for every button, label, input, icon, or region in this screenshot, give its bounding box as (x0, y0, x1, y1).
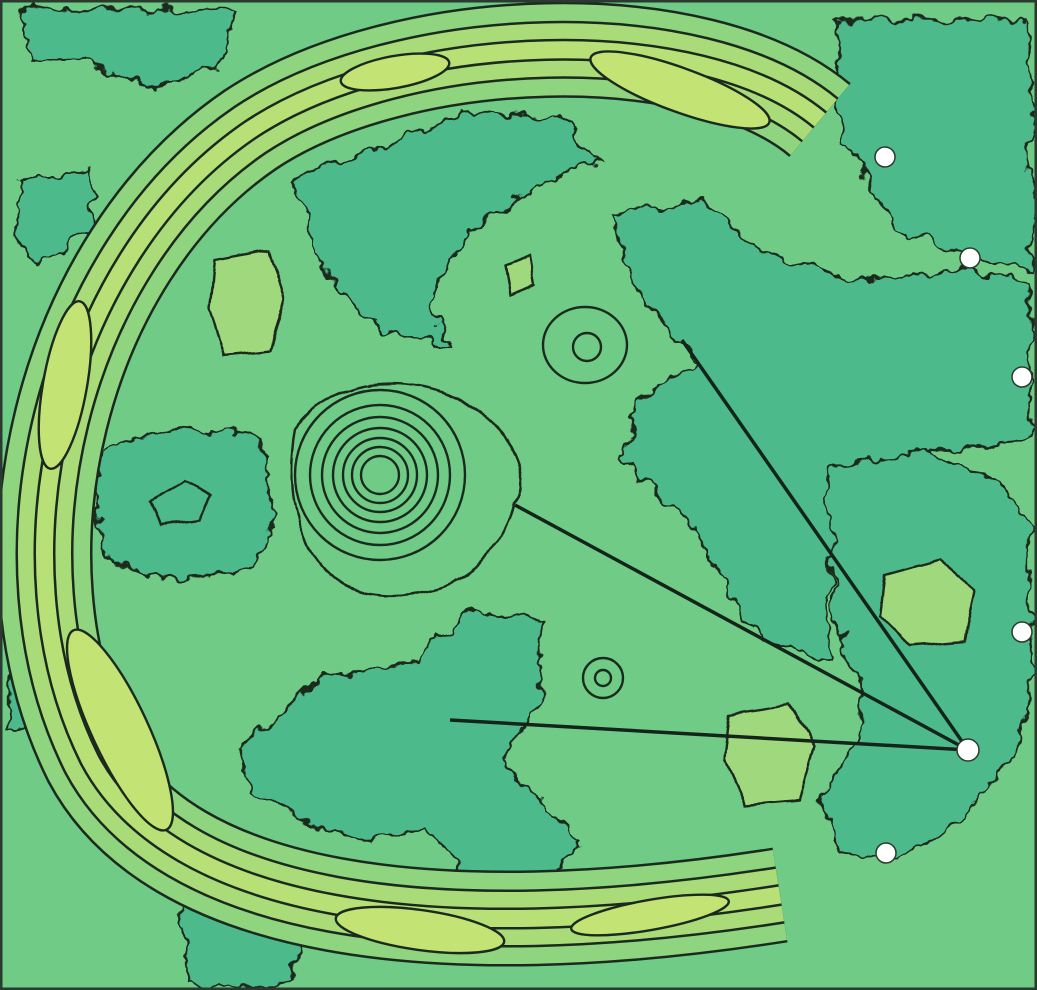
point-sources (874, 146, 1033, 864)
mid-region (723, 703, 817, 807)
peak-contour (350, 445, 410, 505)
peak-contour (341, 436, 419, 514)
mid-region (208, 248, 287, 357)
low-regions (8, 8, 1032, 987)
low-region-core (148, 478, 212, 527)
point-source (875, 842, 897, 864)
low-region (18, 8, 232, 92)
point-source (874, 146, 896, 168)
ring-peak (569, 893, 731, 937)
ring-peak (339, 52, 451, 92)
small-peak-contour (581, 656, 625, 700)
point-source (956, 738, 980, 762)
peak-contour (320, 415, 440, 535)
point-source (959, 247, 981, 269)
ring-peak (65, 628, 175, 832)
small-peak-contour (571, 331, 603, 363)
mid-region (878, 558, 977, 647)
ring-peak (37, 300, 93, 470)
low-region (13, 168, 97, 262)
low-region (818, 448, 1032, 862)
small-peak-contour (593, 668, 613, 688)
ring (0, 1, 851, 967)
peak-contour (331, 426, 429, 524)
central-peak (290, 381, 524, 597)
mid-region (503, 253, 537, 297)
peak-contour (308, 403, 452, 547)
peak-contour (359, 454, 401, 496)
small-peak-contour (541, 305, 629, 385)
ring-peak (334, 905, 506, 955)
point-source (1011, 366, 1033, 388)
low-region (833, 18, 1032, 272)
peak-contour (290, 381, 524, 597)
ring-peak (589, 50, 771, 130)
point-source (1011, 621, 1033, 643)
small-peaks (541, 305, 629, 700)
ray (449, 718, 969, 752)
mid-regions (148, 248, 977, 807)
ray (514, 503, 969, 752)
low-region (238, 608, 582, 882)
peak-contour (293, 388, 467, 562)
low-region (288, 108, 603, 347)
rays (449, 338, 970, 752)
ray (680, 338, 970, 752)
